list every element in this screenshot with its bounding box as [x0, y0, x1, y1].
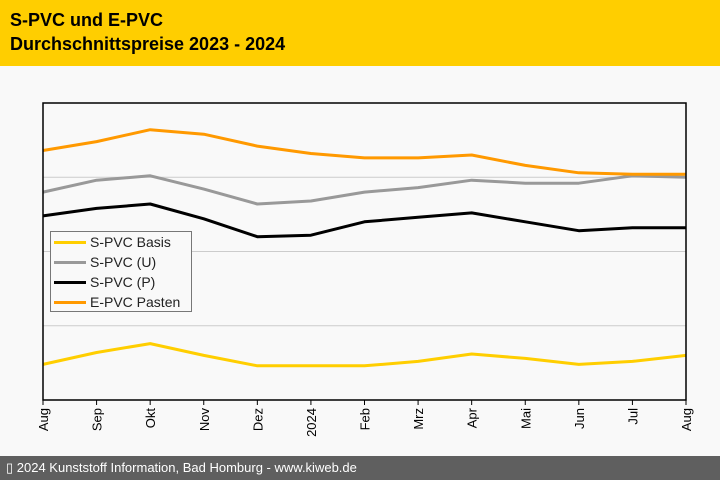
footer-bar: ▯ 2024 Kunststoff Information, Bad Hombu…	[0, 456, 720, 480]
legend-label: S-PVC (U)	[90, 254, 157, 270]
x-tick-label: Feb	[358, 408, 373, 430]
legend-swatch	[54, 241, 86, 244]
series-line-e-pvc-pasten	[42, 128, 686, 176]
legend-swatch	[54, 261, 86, 264]
legend-swatch	[54, 301, 86, 304]
legend-swatch	[54, 281, 86, 284]
x-tick-label: 2024	[304, 408, 319, 437]
line-chart: Aug Sep Okt Nov Dez 2024 Feb Mrz Apr Mai Jun Jul Aug	[36, 102, 694, 437]
legend-label: E-PVC Pasten	[90, 294, 181, 310]
x-tick-label: Jun	[572, 408, 587, 429]
x-tick-label: Mrz	[411, 408, 426, 430]
chart-title: S-PVC und E-PVC	[10, 10, 164, 30]
series-line-s-pvc-basis	[42, 342, 687, 368]
header-banner: S-PVC und E-PVC Durchschnittspreise 2023…	[0, 0, 720, 66]
x-tick-label: Nov	[197, 408, 212, 432]
x-tick-label: Okt	[143, 408, 158, 429]
x-tick-label: Aug	[679, 408, 694, 431]
legend-label: S-PVC (P)	[90, 274, 156, 290]
series-line-s-pvc-u	[42, 174, 687, 206]
copyright-text: ▯ 2024 Kunststoff Information, Bad Hombu…	[6, 460, 357, 475]
x-tick-label: Jul	[625, 408, 640, 425]
x-tick-label: Mai	[518, 408, 533, 429]
legend-label: S-PVC Basis	[90, 234, 171, 250]
x-tick-label: Sep	[90, 408, 105, 431]
x-tick-label: Aug	[36, 408, 51, 431]
series-line-s-pvc-p	[42, 202, 686, 239]
x-tick-label: Dez	[250, 408, 265, 431]
x-tick-label: Apr	[465, 407, 480, 428]
chart-subtitle: Durchschnittspreise 2023 - 2024	[10, 34, 286, 54]
legend: S-PVC Basis S-PVC (U) S-PVC (P) E-PVC Pa…	[50, 231, 192, 312]
